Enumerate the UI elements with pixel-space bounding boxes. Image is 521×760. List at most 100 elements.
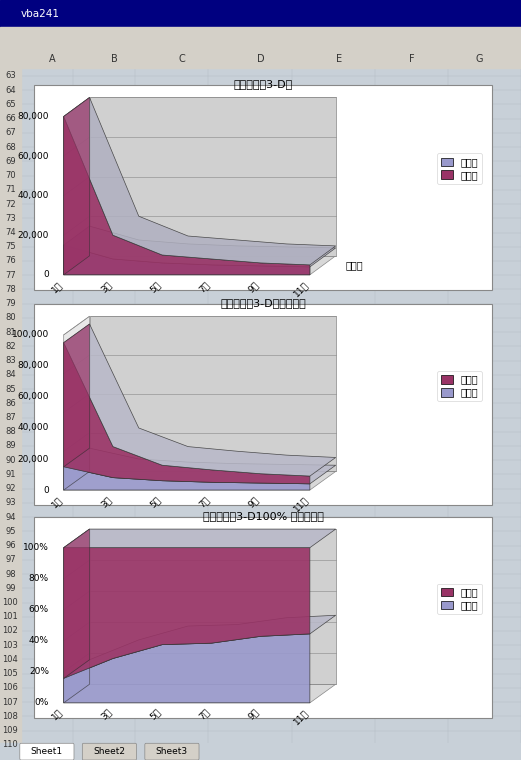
Text: G: G [476, 54, 483, 64]
Text: 99: 99 [5, 584, 16, 593]
Polygon shape [64, 448, 90, 490]
Text: 91: 91 [5, 470, 16, 479]
Text: 100,000: 100,000 [11, 331, 49, 340]
Bar [0, 0, 521, 27]
Text: 68: 68 [5, 143, 16, 152]
Text: 104: 104 [3, 655, 18, 664]
Text: F: F [409, 54, 414, 64]
Text: 96: 96 [5, 541, 16, 550]
Text: 109: 109 [3, 726, 18, 735]
Text: 87: 87 [5, 413, 16, 422]
Text: 7月: 7月 [197, 280, 212, 294]
Text: 7月: 7月 [197, 708, 212, 722]
Text: 64: 64 [5, 86, 16, 95]
Text: 5月: 5月 [148, 280, 162, 294]
Bar [34, 85, 492, 290]
Text: 0: 0 [43, 271, 49, 280]
Text: 105: 105 [3, 669, 18, 678]
Text: 1月: 1月 [49, 280, 64, 294]
Text: 79: 79 [5, 299, 16, 308]
Polygon shape [64, 616, 336, 679]
Text: Sheet1: Sheet1 [31, 747, 63, 756]
Text: 9月: 9月 [246, 495, 260, 509]
Polygon shape [64, 245, 310, 275]
Text: 100%: 100% [23, 543, 49, 553]
Text: 3月: 3月 [98, 495, 113, 509]
Text: 103: 103 [3, 641, 18, 650]
Text: A: A [49, 54, 55, 64]
Text: 1月: 1月 [49, 495, 64, 509]
Polygon shape [64, 316, 90, 490]
Polygon shape [64, 634, 310, 703]
Bar [0, 68, 21, 760]
Text: 60,000: 60,000 [17, 392, 49, 401]
Text: 85: 85 [5, 385, 16, 394]
Text: 101: 101 [3, 613, 18, 621]
Text: 82: 82 [5, 342, 16, 351]
Bar [0, 743, 521, 760]
Polygon shape [64, 529, 90, 679]
Text: 110: 110 [3, 740, 18, 749]
Text: 9月: 9月 [246, 280, 260, 294]
Text: 72: 72 [5, 200, 16, 208]
Polygon shape [90, 316, 336, 471]
Text: 100: 100 [3, 598, 18, 607]
Text: 65: 65 [5, 100, 16, 109]
Polygon shape [64, 471, 336, 490]
Text: 7月: 7月 [197, 495, 212, 509]
Text: 40%: 40% [29, 636, 49, 645]
Legend: 炊飯器, レンジ: 炊飯器, レンジ [438, 584, 482, 614]
Text: 86: 86 [5, 399, 16, 408]
Polygon shape [64, 97, 336, 265]
Polygon shape [64, 684, 336, 703]
Text: 60,000: 60,000 [17, 151, 49, 160]
Text: 63: 63 [5, 71, 16, 81]
Text: 66: 66 [5, 114, 16, 123]
Text: 60%: 60% [29, 605, 49, 614]
Text: 71: 71 [5, 185, 16, 195]
Title: 売上推移　3-D面: 売上推移 3-D面 [233, 79, 293, 89]
Text: 80%: 80% [29, 575, 49, 583]
Text: 11月: 11月 [292, 280, 310, 298]
Text: 3月: 3月 [98, 280, 113, 294]
Text: 11月: 11月 [292, 495, 310, 513]
Polygon shape [64, 97, 90, 275]
Text: 0: 0 [43, 486, 49, 495]
Text: 106: 106 [3, 683, 18, 692]
Text: 108: 108 [3, 712, 18, 720]
Polygon shape [64, 226, 336, 267]
Legend: 炊飯器, レンジ: 炊飯器, レンジ [438, 371, 482, 401]
Text: 77: 77 [5, 271, 16, 280]
Polygon shape [64, 256, 336, 275]
Polygon shape [64, 529, 90, 703]
Text: Sheet2: Sheet2 [93, 747, 126, 756]
Text: 67: 67 [5, 128, 16, 138]
Text: 75: 75 [5, 242, 16, 252]
Text: 93: 93 [5, 499, 16, 508]
Title: 売上推移　3-D100% 積み上げ面: 売上推移 3-D100% 積み上げ面 [203, 511, 324, 521]
Bar [34, 517, 492, 718]
Text: 78: 78 [5, 285, 16, 294]
Text: 80,000: 80,000 [17, 112, 49, 121]
Polygon shape [64, 448, 336, 484]
Text: 88: 88 [5, 427, 16, 436]
Text: 90: 90 [5, 456, 16, 464]
Text: 74: 74 [5, 228, 16, 237]
Text: 81: 81 [5, 328, 16, 337]
Text: 69: 69 [5, 157, 16, 166]
Text: 20%: 20% [29, 667, 49, 676]
Bar [34, 304, 492, 505]
Title: 売上推移　3-D積み上げ面: 売上推移 3-D積み上げ面 [220, 298, 306, 308]
Text: 94: 94 [5, 513, 16, 521]
Polygon shape [64, 116, 310, 275]
Text: 9月: 9月 [246, 708, 260, 722]
Polygon shape [64, 343, 310, 484]
Text: 5月: 5月 [148, 708, 162, 722]
Polygon shape [64, 467, 310, 490]
Text: 73: 73 [5, 214, 16, 223]
Text: 89: 89 [5, 442, 16, 451]
Polygon shape [90, 529, 336, 684]
Text: E: E [336, 54, 342, 64]
Text: 40,000: 40,000 [18, 423, 49, 432]
Polygon shape [64, 324, 90, 467]
